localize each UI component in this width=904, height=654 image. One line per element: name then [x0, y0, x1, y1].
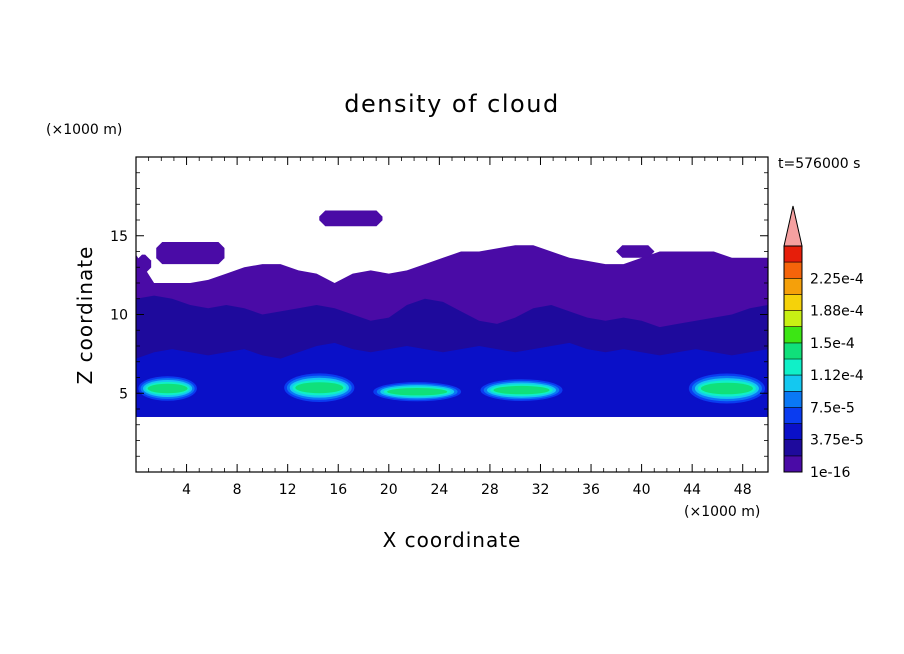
colorbar-swatch	[784, 294, 802, 311]
x-tick-label: 40	[633, 482, 651, 498]
colorbar-swatch	[784, 326, 802, 344]
colorbar-swatch	[784, 423, 802, 441]
colorbar-swatch	[784, 359, 802, 376]
x-tick-label: 28	[481, 482, 499, 498]
colorbar-swatch	[784, 278, 802, 295]
colorbar-swatch	[784, 375, 802, 392]
y-tick-label: 10	[110, 308, 128, 324]
colorbar-label: 1.5e-4	[810, 336, 855, 352]
x-axis: 4 8 12 16 20 24 28 32 36 40 44 48	[148, 157, 756, 498]
x-tick-label: 4	[182, 482, 191, 498]
colorbar-label: 3.75e-5	[810, 433, 864, 449]
time-label: t=576000 s	[778, 156, 860, 172]
colorbar-swatch	[784, 455, 802, 473]
colorbar-label: 7.5e-5	[810, 400, 855, 416]
colorbar-swatch	[784, 391, 802, 408]
colorbar-swatch	[784, 342, 802, 360]
x-axis-label: X coordinate	[383, 528, 522, 552]
x-tick-label: 48	[734, 482, 752, 498]
y-unit-label: (×1000 m)	[46, 122, 122, 138]
colorbar-swatch	[784, 262, 802, 279]
colorbar-swatch	[784, 246, 802, 263]
cloud-layer-2	[136, 342, 768, 417]
x-tick-label: 24	[430, 482, 448, 498]
chart-title: density of cloud	[344, 90, 559, 118]
x-tick-label: 16	[329, 482, 347, 498]
core-band-contour	[700, 382, 753, 395]
upper-cloud-patch	[616, 245, 655, 258]
x-tick-label: 32	[532, 482, 550, 498]
colorbar-label: 1e-16	[810, 465, 850, 481]
core-band-contour	[295, 382, 344, 394]
y-axis: 5 10 15	[110, 172, 768, 457]
core-band-contour	[387, 388, 448, 396]
colorbar-swatch	[784, 310, 802, 328]
plot-area	[136, 210, 768, 417]
core-band-contour	[147, 383, 188, 394]
colorbar-swatch	[784, 439, 802, 457]
x-tick-label: 44	[683, 482, 701, 498]
colorbar-swatch	[784, 407, 802, 424]
y-tick-label: 5	[119, 386, 128, 402]
upper-cloud-patch	[156, 242, 225, 265]
upper-cloud-patch	[136, 254, 152, 274]
colorbar-label: 1.12e-4	[810, 368, 864, 384]
x-tick-label: 36	[582, 482, 600, 498]
y-tick-label: 15	[110, 229, 128, 245]
x-tick-label: 12	[279, 482, 297, 498]
colorbar: 1e-16 3.75e-5 7.5e-5 1.12e-4 1.5e-4 1.88e-4 2.…	[783, 205, 864, 481]
x-unit-label: (×1000 m)	[684, 504, 760, 520]
upper-cloud-patch	[319, 210, 383, 227]
colorbar-extend-arrow	[783, 205, 803, 247]
colorbar-label: 1.88e-4	[810, 304, 864, 320]
x-tick-label: 20	[380, 482, 398, 498]
core-band-contour	[493, 385, 550, 395]
colorbar-label: 2.25e-4	[810, 271, 864, 287]
y-axis-label: Z coordinate	[73, 246, 97, 385]
x-tick-label: 8	[233, 482, 242, 498]
